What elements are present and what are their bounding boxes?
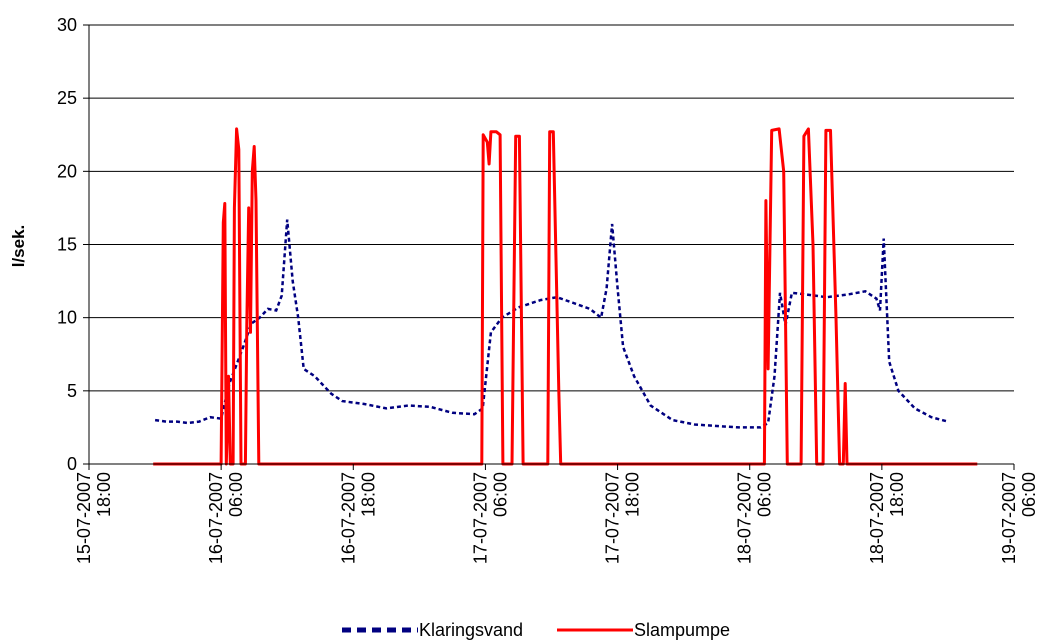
- x-tick-label-time: 18:00: [94, 472, 114, 517]
- y-tick-label: 0: [67, 454, 77, 474]
- series-layer: [153, 127, 978, 466]
- legend-label-slampumpe: Slampumpe: [634, 620, 730, 640]
- x-tick-label-time: 18:00: [887, 472, 907, 517]
- x-tick-label-date: 17-07-2007: [470, 472, 490, 564]
- series-line-klaringsvand: [154, 219, 949, 429]
- x-tick-label-time: 06:00: [1019, 472, 1038, 517]
- gridlines: [89, 24, 1014, 392]
- x-tick-label-date: 18-07-2007: [735, 472, 755, 564]
- x-axis-ticks: 15-07-2007 18:00 16-07-2007 06:00 16-07-2007…: [74, 464, 1038, 564]
- y-tick-label: 30: [57, 15, 77, 35]
- x-tick-label-date: 15-07-2007: [74, 472, 94, 564]
- x-tick-label-time: 18:00: [623, 472, 643, 517]
- legend-label-klaringsvand: Klaringsvand: [419, 620, 523, 640]
- x-tick-label-date: 16-07-2007: [338, 472, 358, 564]
- x-tick-label-date: 19-07-2007: [999, 472, 1019, 564]
- legend: Klaringsvand Slampumpe: [342, 620, 730, 640]
- series-line-slampumpe: [153, 127, 978, 466]
- x-tick-label-time: 18:00: [358, 472, 378, 517]
- x-tick-label-date: 16-07-2007: [206, 472, 226, 564]
- y-axis-ticks: 0 5 10 15 20 25 30: [57, 15, 89, 474]
- x-tick-label-time: 06:00: [226, 472, 246, 517]
- y-tick-label: 15: [57, 235, 77, 255]
- x-tick-label-date: 18-07-2007: [867, 472, 887, 564]
- x-tick-label-time: 06:00: [755, 472, 775, 517]
- y-tick-label: 5: [67, 381, 77, 401]
- y-tick-label: 25: [57, 88, 77, 108]
- y-tick-label: 20: [57, 161, 77, 181]
- y-axis-label: l/sek.: [9, 225, 28, 268]
- x-tick-label-date: 17-07-2007: [603, 472, 623, 564]
- y-tick-label: 10: [57, 308, 77, 328]
- x-tick-label-time: 06:00: [490, 472, 510, 517]
